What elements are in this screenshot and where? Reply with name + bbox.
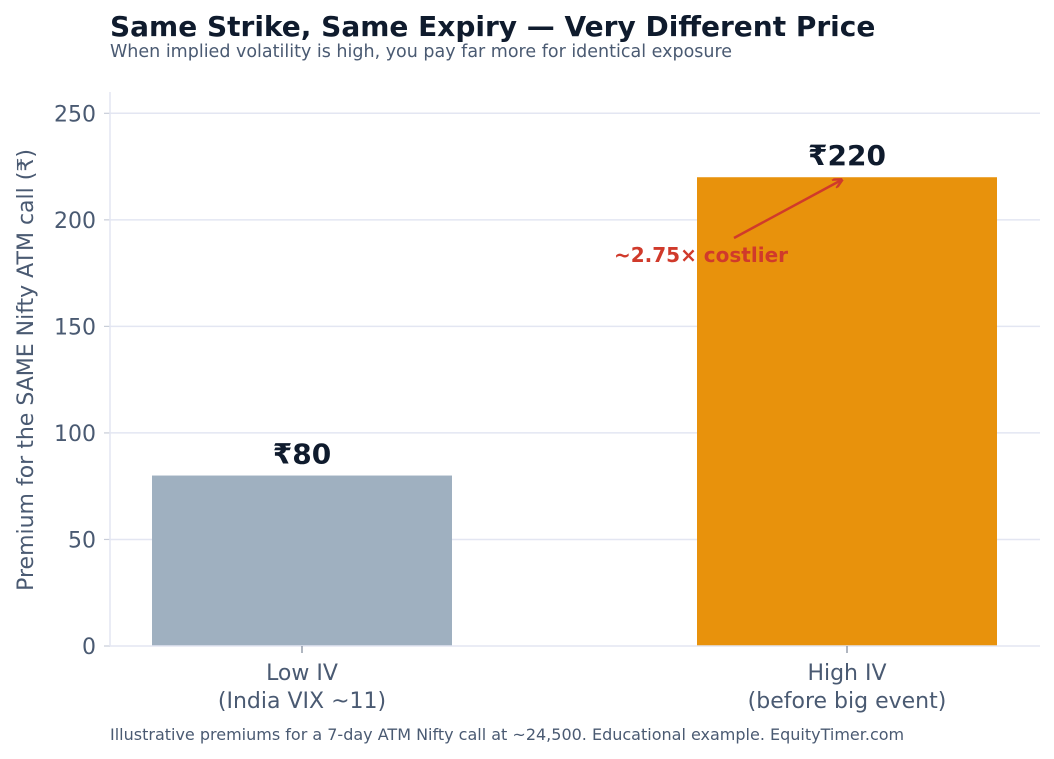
bar-0 xyxy=(152,475,452,646)
annotation-text: ~2.75× costlier xyxy=(614,243,788,267)
axes: 0 50 100 150 200 250 xyxy=(54,92,1040,660)
x-tick-label: Low IV xyxy=(266,661,338,686)
y-tick-label: 200 xyxy=(54,209,96,234)
labels: Low IV (India VIX ~11) ₹80 High IV (before b… xyxy=(14,139,946,714)
y-axis-label: Premium for the SAME Nifty ATM call (₹) xyxy=(14,149,39,591)
y-tick-label: 250 xyxy=(54,102,96,127)
bars xyxy=(152,177,997,646)
y-tick-label: 0 xyxy=(82,635,96,660)
y-tick-label: 100 xyxy=(54,422,96,447)
x-tick-label: (before big event) xyxy=(748,689,947,714)
x-tick-label: High IV xyxy=(807,661,886,686)
chart-subtitle: When implied volatility is high, you pay… xyxy=(110,42,733,62)
chart-title: Same Strike, Same Expiry — Very Differen… xyxy=(110,10,876,43)
y-tick-label: 50 xyxy=(68,528,96,553)
data-label: ₹220 xyxy=(808,139,886,172)
x-tick-label: (India VIX ~11) xyxy=(218,689,386,714)
annotation-arrow xyxy=(733,180,841,240)
y-tick-label: 150 xyxy=(54,315,96,340)
bar-1 xyxy=(697,177,997,646)
data-label: ₹80 xyxy=(273,438,331,471)
chart-caption: Illustrative premiums for a 7-day ATM Ni… xyxy=(110,725,905,744)
